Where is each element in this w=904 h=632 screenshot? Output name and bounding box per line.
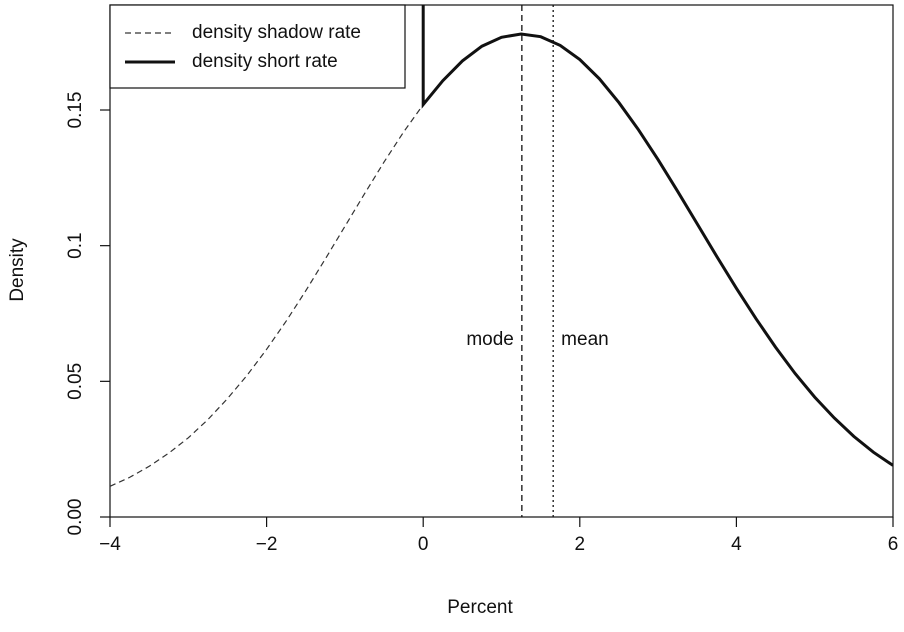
legend-label: density short rate [192,51,338,72]
y-axis-label: Density [7,238,28,302]
plot-area [110,5,893,517]
y-tick-label: 0.05 [65,363,86,400]
y-tick-label: 0.15 [65,92,86,129]
reference-label: mode [466,329,514,350]
legend-label: density shadow rate [192,22,361,43]
x-tick-label: 4 [731,534,742,555]
legend-box [109,4,406,89]
x-tick-label: 2 [575,534,586,555]
plot-frame [109,4,894,518]
x-tick-label: 6 [888,534,899,555]
x-tick-label: −4 [99,534,121,555]
line-series [110,104,424,487]
x-axis-label: Percent [447,597,513,618]
line-series [421,5,893,467]
x-tick-label: 0 [418,534,429,555]
y-tick-label: 0.1 [65,232,86,258]
y-tick-label: 0.00 [65,499,86,536]
reference-label: mean [561,329,609,350]
x-tick-label: −2 [256,534,278,555]
